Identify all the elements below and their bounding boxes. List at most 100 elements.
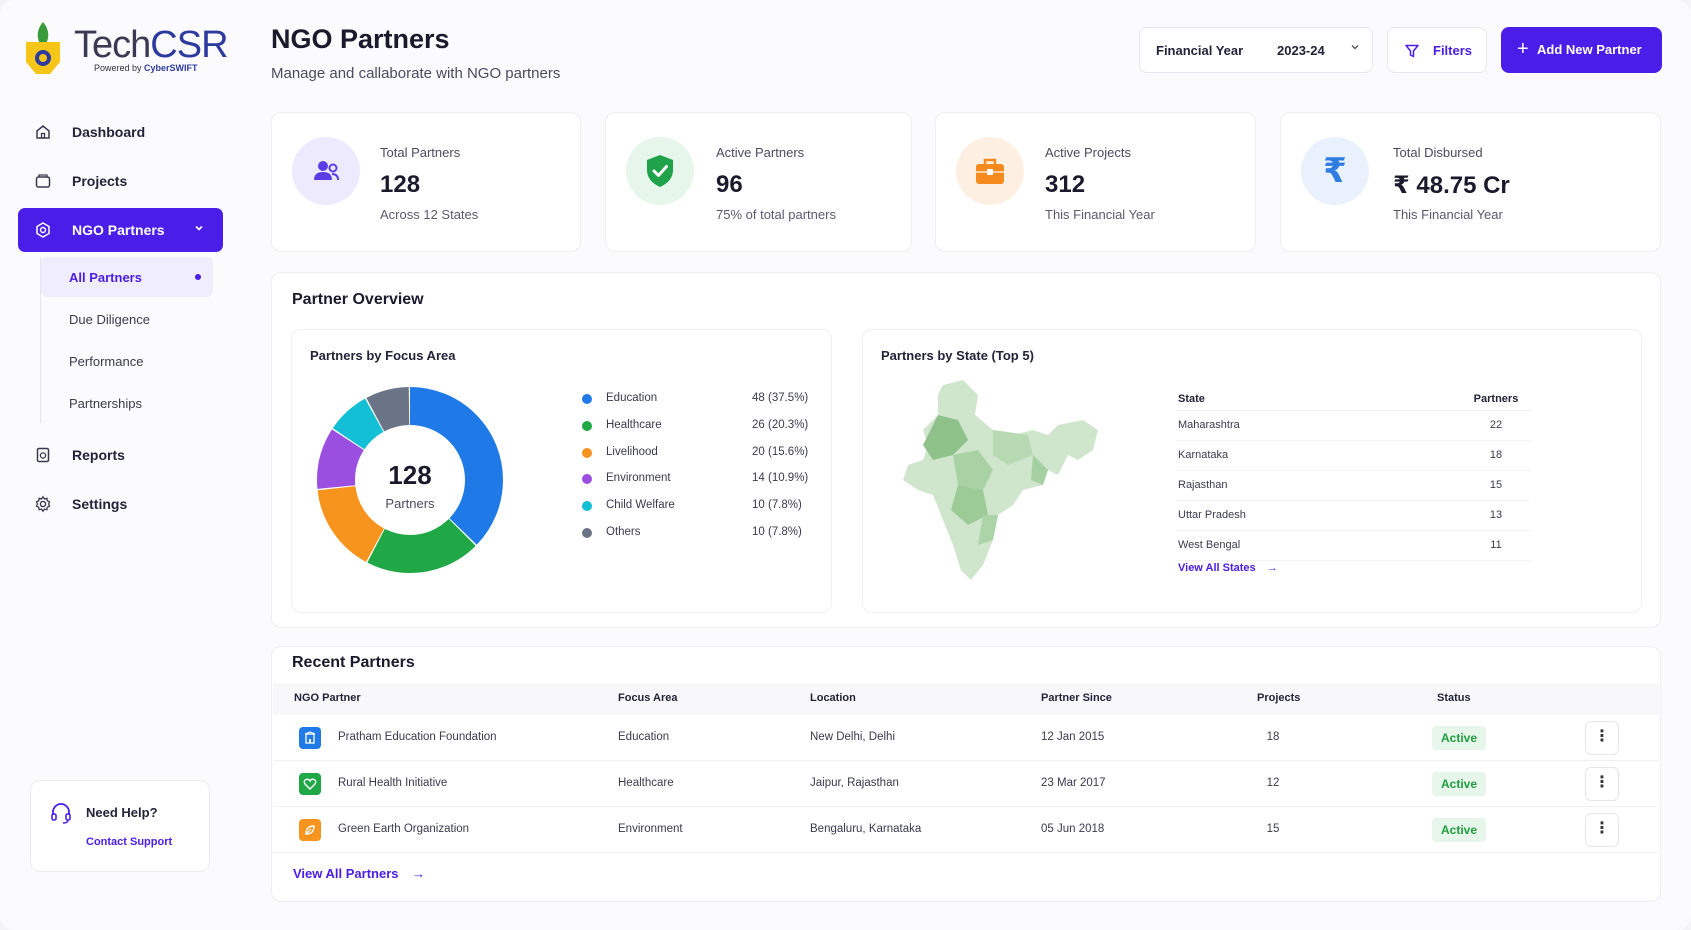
view-all-states-label: View All States xyxy=(1178,562,1256,574)
building-icon xyxy=(299,727,321,749)
arrow-right-icon: → xyxy=(1266,562,1278,574)
stat-subtext: This Financial Year xyxy=(1393,207,1503,222)
subnav-item-all-partners[interactable]: All Partners xyxy=(41,257,213,297)
donut-slice-environment[interactable] xyxy=(317,387,503,573)
projects-count: 18 xyxy=(1266,731,1280,743)
state-row: Karnataka 18 xyxy=(1176,441,1531,471)
state-name: Rajasthan xyxy=(1178,479,1228,491)
logo[interactable]: TechCSR Powered by CyberSWIFT xyxy=(18,16,229,82)
financial-year-select[interactable]: Financial Year 2023-24 xyxy=(1139,27,1373,73)
stat-label: Total Partners xyxy=(380,145,461,160)
focus-area-donut-chart xyxy=(317,387,503,573)
legend-value: 20 (15.6%) xyxy=(752,445,809,458)
legend-swatch xyxy=(582,501,592,512)
state-row: Uttar Pradesh 13 xyxy=(1176,501,1531,531)
filter-icon xyxy=(1405,44,1419,58)
status-badge: Active xyxy=(1432,772,1486,796)
help-card: Need Help? Contact Support xyxy=(30,780,210,872)
table-row[interactable]: Rural Health Initiative Healthcare Jaipu… xyxy=(273,761,1659,807)
logo-wordmark: TechCSR xyxy=(74,24,229,66)
subnav-item-due-diligence[interactable]: Due Diligence xyxy=(41,299,213,339)
projects-count: 12 xyxy=(1266,777,1280,789)
stat-card-active-partners: Active Partners 96 75% of total partners xyxy=(605,112,912,252)
legend-swatch xyxy=(582,474,592,485)
stat-value: 96 xyxy=(716,171,743,198)
subnav-item-label: Due Diligence xyxy=(69,311,150,327)
more-options-button[interactable]: ⋮ xyxy=(1585,721,1619,755)
view-all-states-link[interactable]: View All States → xyxy=(1178,562,1278,574)
state-count: 15 xyxy=(1489,479,1503,491)
col-ngo-partner: NGO Partner xyxy=(294,692,361,704)
sidebar-item-ngo-partners[interactable]: NGO Partners xyxy=(18,208,223,252)
filters-button[interactable]: Filters xyxy=(1387,27,1487,73)
view-all-partners-label: View All Partners xyxy=(293,866,399,881)
stat-label: Total Disbursed xyxy=(1393,145,1483,160)
state-count: 11 xyxy=(1490,539,1502,551)
sidebar-nav: Dashboard Projects NGO Partners All xyxy=(18,110,223,531)
chevron-down-icon xyxy=(193,222,205,237)
view-all-partners-link[interactable]: View All Partners → xyxy=(293,866,425,881)
table-row[interactable]: Pratham Education Foundation Education N… xyxy=(273,715,1659,761)
state-name: Maharashtra xyxy=(1178,419,1240,431)
recent-partners-title: Recent Partners xyxy=(292,654,415,671)
briefcase-icon xyxy=(956,137,1024,205)
focus-area-card: Partners by Focus Area 128 Partners Educ… xyxy=(291,329,832,613)
stat-value: 128 xyxy=(380,171,421,198)
focus-area: Environment xyxy=(618,823,683,835)
legend-label: Child Welfare xyxy=(606,499,675,512)
stat-card-total-partners: Total Partners 128 Across 12 States xyxy=(271,112,581,252)
stat-subtext: Across 12 States xyxy=(380,207,479,222)
state-title: Partners by State (Top 5) xyxy=(881,348,1034,363)
report-icon xyxy=(34,446,52,464)
col-location: Location xyxy=(810,692,856,704)
table-row[interactable]: Green Earth Organization Environment Ben… xyxy=(273,807,1659,853)
sidebar-item-settings[interactable]: Settings xyxy=(18,482,223,526)
legend-value: 14 (10.9%) xyxy=(752,472,809,485)
legend-label: Livelihood xyxy=(606,445,658,458)
legend-item: Education 48 (37.5%) xyxy=(582,390,822,410)
india-map-icon xyxy=(903,380,1098,580)
sidebar-item-label: Projects xyxy=(72,173,128,189)
donut-label: Partners xyxy=(385,496,435,511)
legend-label: Environment xyxy=(606,472,671,485)
donut-slice-healthcare[interactable] xyxy=(317,387,503,573)
state-count: 13 xyxy=(1489,509,1503,521)
ngo-name: Pratham Education Foundation xyxy=(338,731,497,743)
location: Bengaluru, Karnataka xyxy=(810,823,922,835)
users-icon xyxy=(292,137,360,205)
partner-since: 05 Jun 2018 xyxy=(1041,823,1105,835)
more-options-button[interactable]: ⋮ xyxy=(1585,767,1619,801)
subnav-item-performance[interactable]: Performance xyxy=(41,341,213,381)
partner-since: 23 Mar 2017 xyxy=(1041,777,1106,789)
sidebar-item-reports[interactable]: Reports xyxy=(18,433,223,477)
shield-check-icon xyxy=(626,137,694,205)
filters-label: Filters xyxy=(1433,43,1473,58)
state-count: 18 xyxy=(1489,449,1503,461)
page-subtitle: Manage and callaborate with NGO partners xyxy=(271,65,561,82)
legend-item: Livelihood 20 (15.6%) xyxy=(582,444,822,464)
partners-col-header: Partners xyxy=(1473,393,1519,405)
legend-item: Others 10 (7.8%) xyxy=(582,524,822,544)
home-icon xyxy=(34,123,52,141)
legend-label: Education xyxy=(606,392,658,404)
page-title: NGO Partners xyxy=(271,24,450,54)
state-row: Rajasthan 15 xyxy=(1176,471,1531,501)
overview-title: Partner Overview xyxy=(292,291,424,308)
legend-value: 48 (37.5%) xyxy=(752,392,809,404)
subnav-item-partnerships[interactable]: Partnerships xyxy=(41,383,213,423)
sidebar-item-dashboard[interactable]: Dashboard xyxy=(18,110,223,154)
donut-slice-education[interactable] xyxy=(317,387,503,573)
col-status: Status xyxy=(1437,692,1471,704)
location: Jaipur, Rajasthan xyxy=(810,777,899,789)
sidebar-item-projects[interactable]: Projects xyxy=(18,159,223,203)
chevron-down-icon xyxy=(1349,41,1361,56)
legend-value: 10 (7.8%) xyxy=(752,499,802,512)
leaf-icon xyxy=(299,819,321,841)
add-new-partner-button[interactable]: + Add New Partner xyxy=(1501,27,1662,73)
contact-support-link[interactable]: Contact Support xyxy=(86,836,173,848)
add-new-partner-label: Add New Partner xyxy=(1537,42,1642,57)
legend-label: Healthcare xyxy=(606,418,662,431)
more-options-button[interactable]: ⋮ xyxy=(1585,813,1619,847)
recent-table-header: NGO Partner Focus Area Location Partner … xyxy=(273,683,1659,715)
